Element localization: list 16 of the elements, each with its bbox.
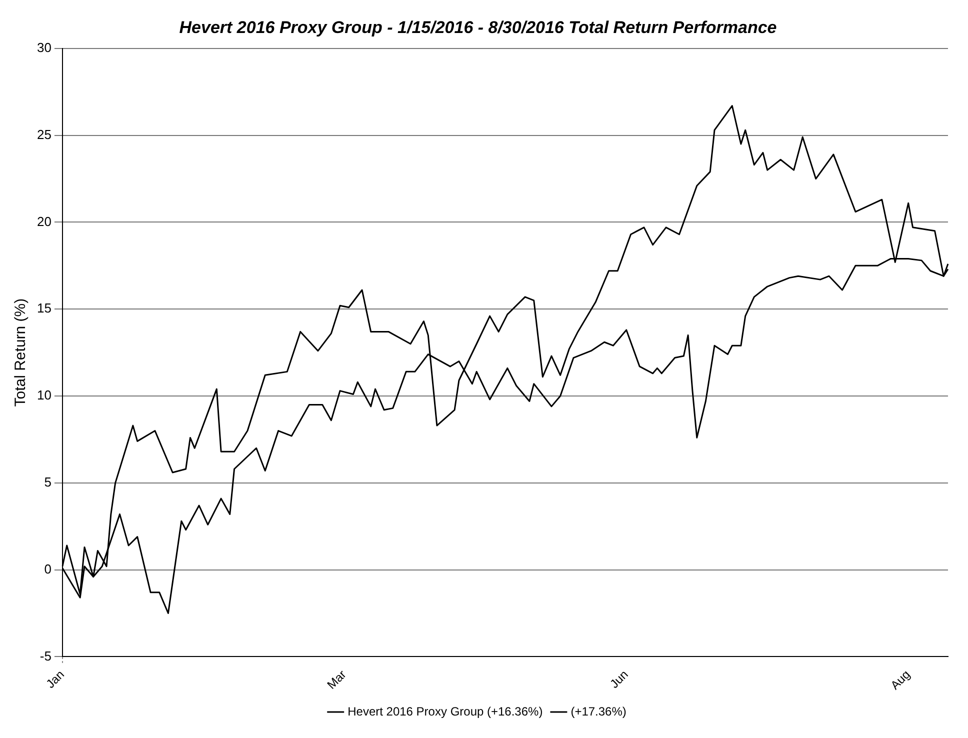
x-tick-label: Aug <box>888 667 913 692</box>
x-tick-label: Jan <box>43 667 67 691</box>
y-tick-label: 25 <box>36 126 52 142</box>
x-tick-label: Jun <box>607 667 631 691</box>
y-tick-label: 20 <box>36 214 52 229</box>
y-tick-label: 10 <box>36 388 52 403</box>
y-tick-label: -5 <box>40 648 52 664</box>
legend-label: (+17.36%) <box>570 704 626 718</box>
y-tick-label: 15 <box>36 300 52 316</box>
y-tick-label: 0 <box>44 561 52 576</box>
legend-label: Hevert 2016 Proxy Group (+16.36%) <box>348 704 543 718</box>
x-tick-label: Mar <box>324 667 349 692</box>
y-axis-title: Total Return (%) <box>12 298 30 407</box>
y-tick-label: 5 <box>44 474 52 490</box>
y-tick-label: 30 <box>36 40 52 55</box>
chart-title: Hevert 2016 Proxy Group - 1/15/2016 - 8/30/2016 Total Return Performance <box>179 18 777 37</box>
